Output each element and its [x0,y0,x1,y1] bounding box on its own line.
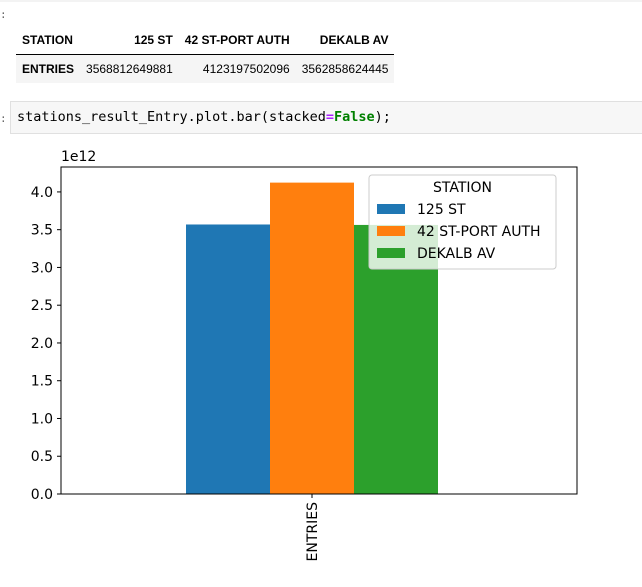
column-header: 125 ST [134,33,173,47]
y-tick-label: 2.0 [31,336,53,352]
legend-swatch [377,204,405,214]
axes-frame [60,166,578,495]
bar [270,182,354,494]
table-cell: 3568812649881 [86,62,173,76]
column-header: DEKALB AV [319,33,389,47]
axis-multiplier-label: 1e12 [61,149,96,165]
row-label: ENTRIES [22,62,75,76]
legend-title: STATION [433,180,492,196]
y-tick-label: 3.0 [31,260,53,276]
cell-separator [0,0,642,2]
bar-chart-output: 0.0 0.5 1.0 1.5 2.0 2.5 3.0 3.5 4.0 1e12 ENTRIES ST… [0,140,642,583]
table-cell: 4123197502096 [202,62,290,76]
bar-chart: 0.0 0.5 1.0 1.5 2.0 2.5 3.0 3.5 4.0 1e12 ENTRIES ST… [31,149,578,562]
table-row: ENTRIES 3568812649881 4123197502096 3562… [16,54,395,83]
column-header: 42 ST-PORT AUTH [184,33,290,47]
dataframe-table: STATION 125 ST 42 ST-PORT AUTH DEKALB AV… [16,26,395,83]
table-header-row: STATION 125 ST 42 ST-PORT AUTH DEKALB AV [16,26,395,55]
y-tick-label: 1.0 [31,411,53,427]
y-tick-label: 0.5 [31,449,53,465]
prompt-marker: : [0,112,7,125]
code-operator: = [325,109,334,125]
y-tick-label: 2.5 [31,298,53,314]
code-keyword: False [334,109,375,125]
y-tick-label: 1.5 [31,374,53,390]
legend-label: DEKALB AV [417,246,496,262]
prompt-marker: : [0,8,7,21]
dataframe-output: : STATION 125 ST 42 ST-PORT AUTH DEKALB … [0,0,642,96]
x-tick-label: ENTRIES [305,502,321,562]
table-cell: 3562858624445 [301,62,389,76]
legend-swatch [377,248,405,258]
code-cell-input[interactable]: stations_result_Entry.plot.bar(stacked=F… [10,101,642,134]
index-header: STATION [22,33,73,47]
legend-label: 125 ST [417,202,466,218]
code-text: stations_result_Entry.plot.bar(stacked [17,109,326,125]
legend-label: 42 ST-PORT AUTH [417,224,541,240]
legend-box [368,174,557,270]
y-tick-label: 3.5 [31,223,53,239]
legend-swatch [377,226,405,236]
bar [354,224,438,494]
y-tick-label: 4.0 [31,185,53,201]
code-text: ); [374,109,391,125]
bar [186,224,270,494]
y-tick-label: 0.0 [31,487,53,503]
